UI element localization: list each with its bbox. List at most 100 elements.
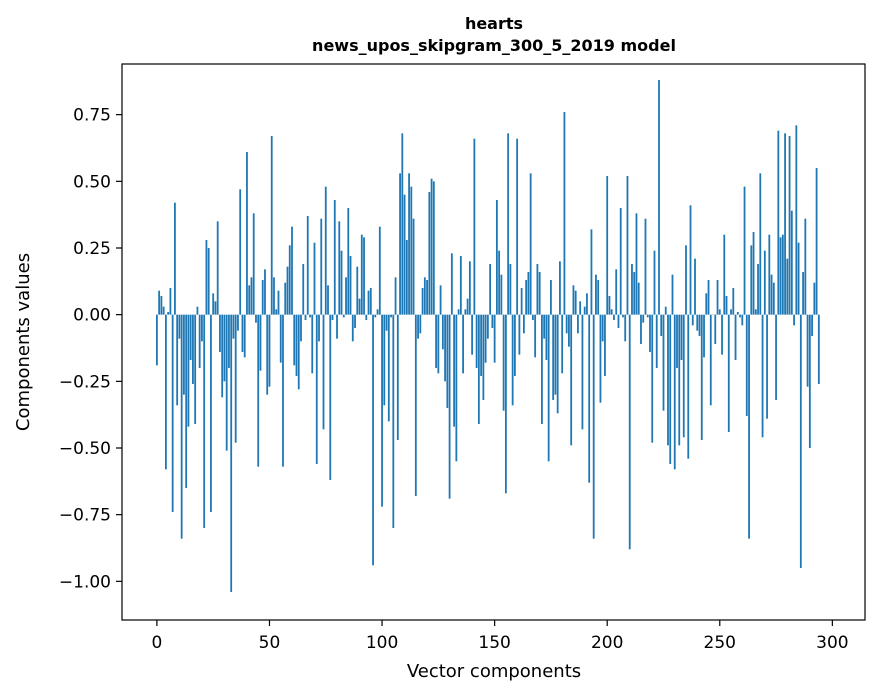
bar [392, 314, 395, 528]
bar [495, 200, 498, 315]
bar [430, 178, 433, 315]
bar [572, 285, 575, 315]
bar [387, 314, 390, 422]
bar [345, 277, 347, 315]
bar [160, 296, 163, 315]
bar [446, 314, 449, 408]
bar [601, 314, 604, 342]
bar [320, 218, 323, 315]
bar [525, 280, 528, 315]
bar [435, 314, 437, 368]
bar [685, 245, 687, 315]
bar [466, 298, 469, 315]
bar [336, 314, 338, 339]
bar [239, 189, 242, 315]
bar [385, 314, 388, 331]
bar [694, 258, 696, 315]
bar [210, 314, 212, 512]
bar [808, 314, 811, 448]
bar [439, 285, 442, 315]
bar [768, 234, 771, 315]
bar [700, 314, 703, 440]
bar [194, 314, 197, 424]
bar [333, 200, 336, 315]
bar [646, 314, 649, 318]
bar [158, 290, 161, 315]
bar [574, 290, 577, 315]
bar [509, 264, 512, 315]
bar [250, 277, 253, 315]
bar [595, 274, 597, 315]
bar [590, 229, 593, 315]
bar [599, 314, 602, 403]
bar [205, 240, 208, 315]
bar [669, 314, 672, 464]
bar [444, 314, 446, 382]
bar [421, 288, 424, 315]
bar [498, 250, 501, 315]
bar [176, 314, 179, 406]
bar [291, 226, 293, 315]
bar [448, 314, 451, 499]
bar [315, 314, 318, 464]
bar [489, 264, 492, 315]
bar [550, 280, 552, 315]
bar [763, 250, 766, 315]
bar [428, 192, 431, 315]
bar [709, 314, 712, 406]
bar [703, 314, 705, 358]
bar [426, 280, 428, 315]
bar [473, 138, 476, 315]
bar [777, 130, 780, 315]
bar [486, 314, 489, 339]
bar [757, 264, 759, 315]
bar [559, 261, 561, 315]
bar [696, 314, 699, 331]
bar [811, 314, 813, 336]
bar [403, 194, 406, 315]
y-tick-label: −0.50 [59, 439, 111, 459]
bar [653, 250, 656, 315]
bar [255, 314, 257, 323]
bar [504, 314, 507, 494]
bar [556, 314, 559, 414]
bar [689, 205, 692, 315]
bar [522, 314, 525, 334]
bar [293, 314, 296, 366]
bar [491, 314, 494, 328]
bar [518, 314, 521, 355]
bar [279, 314, 282, 363]
bar [282, 314, 284, 467]
bar [374, 314, 377, 318]
chart-subtitle: news_upos_skipgram_300_5_2019 model [312, 36, 676, 55]
bar [784, 133, 786, 315]
bar [156, 314, 158, 366]
bar [745, 314, 748, 416]
bar [324, 186, 327, 315]
x-tick-label: 50 [259, 633, 281, 653]
bar [799, 314, 802, 568]
bar [304, 314, 307, 320]
bar [626, 176, 629, 315]
bar [734, 314, 737, 360]
bar [329, 314, 332, 480]
bar [419, 314, 422, 334]
bar [302, 264, 305, 315]
bar [637, 282, 640, 315]
bar [356, 266, 359, 315]
bar [264, 269, 266, 315]
bar [482, 314, 485, 400]
bar [261, 280, 264, 315]
bar [327, 285, 329, 315]
bar [378, 226, 381, 315]
bar [642, 314, 645, 323]
bar [480, 314, 483, 376]
bar [484, 314, 487, 363]
bar [351, 314, 354, 342]
bar [631, 264, 633, 315]
bar [691, 314, 694, 326]
bar [363, 237, 365, 315]
bar [288, 245, 291, 315]
bar [725, 296, 728, 315]
